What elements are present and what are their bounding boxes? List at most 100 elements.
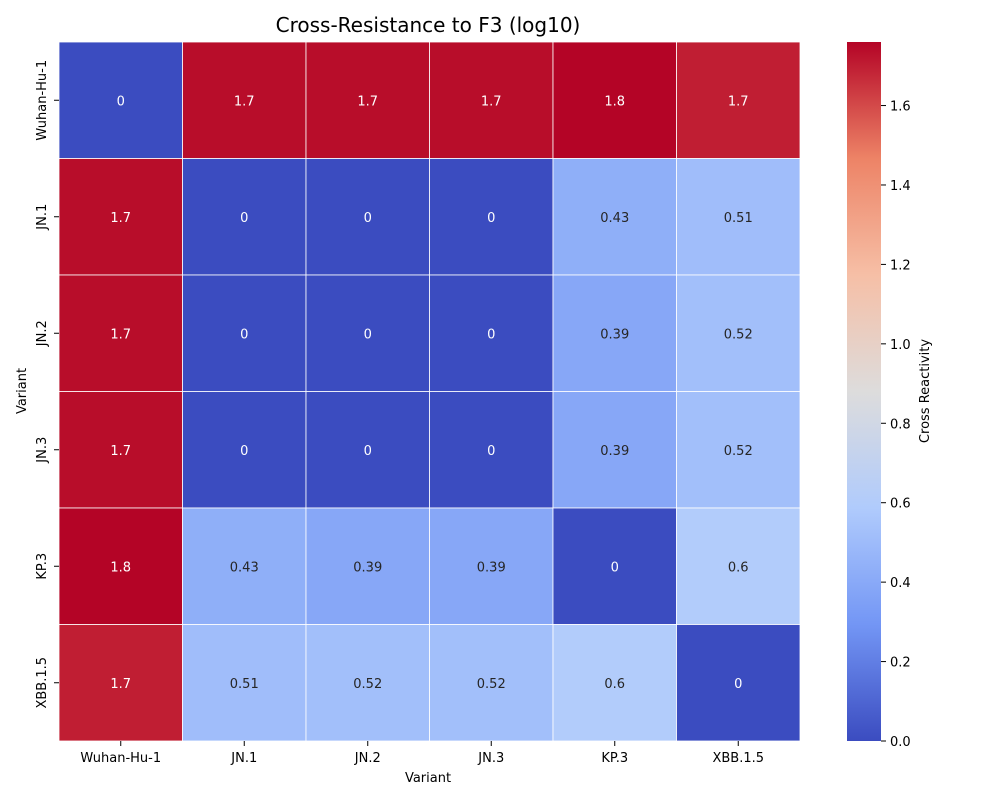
cell-value-label: 0.43 — [230, 560, 259, 575]
chart-title: Cross-Resistance to F3 (log10) — [276, 13, 581, 37]
cell-value-label: 0.6 — [728, 560, 749, 575]
cell-value-label: 0.6 — [604, 677, 625, 692]
y-tick-label: Wuhan-Hu-1 — [35, 60, 50, 141]
heatmap-cell — [429, 391, 554, 509]
colorbar-tick-label: 0.8 — [890, 417, 911, 432]
heatmap-cell — [58, 41, 183, 159]
heatmap-cell — [58, 274, 183, 392]
colorbar-label: Cross Reactivity — [918, 339, 933, 443]
heatmap-cell — [58, 158, 183, 276]
cell-value-label: 1.7 — [357, 94, 378, 109]
heatmap-cells — [58, 41, 801, 742]
cell-value-label: 1.7 — [110, 211, 131, 226]
cell-value-label: 1.7 — [110, 444, 131, 459]
colorbar-gradient — [847, 42, 881, 741]
heatmap-cell — [552, 507, 677, 625]
heatmap-cell — [552, 624, 677, 742]
heatmap-cell — [305, 41, 430, 159]
x-axis-label: Variant — [405, 771, 451, 786]
cell-value-label: 1.7 — [728, 94, 749, 109]
cell-value-label: 0.39 — [600, 327, 629, 342]
x-tick-label: JN.2 — [354, 751, 381, 766]
heatmap-cell — [552, 274, 677, 392]
cell-value-label: 1.7 — [110, 327, 131, 342]
y-tick-label: JN.3 — [35, 437, 50, 464]
cell-value-label: 0.51 — [724, 211, 753, 226]
heatmap-cell — [676, 158, 801, 276]
cell-value-label: 1.8 — [110, 560, 131, 575]
colorbar: 0.0 0.2 0.4 0.6 0.8 1.0 1.2 1.4 1.6 Cross Reacti… — [847, 42, 933, 750]
heatmap-cell — [429, 624, 554, 742]
cell-value-label: 0 — [117, 94, 125, 109]
heatmap-cell — [429, 507, 554, 625]
cell-value-label: 1.7 — [234, 94, 255, 109]
x-tick-label: JN.3 — [477, 751, 504, 766]
cell-value-label: 0 — [487, 327, 495, 342]
cell-value-label: 0.52 — [477, 677, 506, 692]
heatmap-cell — [305, 274, 430, 392]
heatmap-cell — [182, 274, 307, 392]
y-tick-label: JN.1 — [35, 204, 50, 231]
cell-value-label: 0 — [240, 211, 248, 226]
colorbar-tick-label: 0.2 — [890, 656, 911, 671]
colorbar-tick-label: 1.4 — [890, 179, 911, 194]
heatmap-cell — [58, 624, 183, 742]
cell-value-label: 0.43 — [600, 211, 629, 226]
heatmap-cell — [182, 158, 307, 276]
cell-value-label: 1.7 — [110, 677, 131, 692]
heatmap-cell — [676, 624, 801, 742]
cell-value-label: 0 — [240, 444, 248, 459]
heatmap-cell — [676, 41, 801, 159]
cell-value-label: 1.7 — [481, 94, 502, 109]
colorbar-tick-label: 1.0 — [890, 338, 911, 353]
y-axis-label: Variant — [15, 368, 30, 414]
heatmap-cell — [429, 274, 554, 392]
heatmap-cell-labels: 0 1.7 1.7 1.7 1.8 1.7 1.7 0 0 0 0.43 0.51 1.7 0 0 0 0.39… — [110, 94, 752, 692]
cell-value-label: 0.51 — [230, 677, 259, 692]
y-tick-label: JN.2 — [35, 320, 50, 347]
colorbar-tick-label: 1.6 — [890, 100, 911, 115]
cell-value-label: 0 — [240, 327, 248, 342]
y-axis-ticks: Wuhan-Hu-1 JN.1 JN.2 JN.3 KP.3 XBB.1.5 — [35, 60, 59, 709]
cell-value-label: 0 — [487, 444, 495, 459]
x-tick-label: JN.1 — [230, 751, 257, 766]
heatmap-cell — [552, 41, 677, 159]
colorbar-tick-label: 0.6 — [890, 497, 911, 512]
y-tick-label: KP.3 — [35, 553, 50, 580]
cell-value-label: 0.52 — [353, 677, 382, 692]
colorbar-ticks: 0.0 0.2 0.4 0.6 0.8 1.0 1.2 1.4 1.6 — [881, 100, 911, 750]
x-tick-label: Wuhan-Hu-1 — [80, 751, 161, 766]
cell-value-label: 0 — [364, 327, 372, 342]
cell-value-label: 0 — [364, 211, 372, 226]
y-tick-label: XBB.1.5 — [35, 657, 50, 709]
x-tick-label: XBB.1.5 — [712, 751, 764, 766]
colorbar-tick-label: 0.4 — [890, 576, 911, 591]
cell-value-label: 0.39 — [600, 444, 629, 459]
cell-value-label: 0.52 — [724, 327, 753, 342]
colorbar-tick-label: 0.0 — [890, 735, 911, 750]
cell-value-label: 1.8 — [604, 94, 625, 109]
heatmap-cell — [676, 507, 801, 625]
heatmap-cell — [429, 158, 554, 276]
heatmap-cell — [182, 41, 307, 159]
heatmap-cell — [182, 391, 307, 509]
cell-value-label: 0 — [487, 211, 495, 226]
x-axis-ticks: Wuhan-Hu-1 JN.1 JN.2 JN.3 KP.3 XBB.1.5 — [80, 741, 764, 766]
cell-value-label: 0.39 — [353, 560, 382, 575]
cell-value-label: 0 — [611, 560, 619, 575]
colorbar-tick-label: 1.2 — [890, 258, 911, 273]
cell-value-label: 0 — [734, 677, 742, 692]
heatmap-cell — [676, 274, 801, 392]
heatmap-cell — [305, 391, 430, 509]
heatmap-cell — [429, 41, 554, 159]
cell-value-label: 0.39 — [477, 560, 506, 575]
cell-value-label: 0 — [364, 444, 372, 459]
heatmap-cell — [58, 507, 183, 625]
heatmap-cell — [552, 391, 677, 509]
heatmap-cell — [58, 391, 183, 509]
heatmap-cell — [305, 507, 430, 625]
x-tick-label: KP.3 — [601, 751, 628, 766]
cell-value-label: 0.52 — [724, 444, 753, 459]
